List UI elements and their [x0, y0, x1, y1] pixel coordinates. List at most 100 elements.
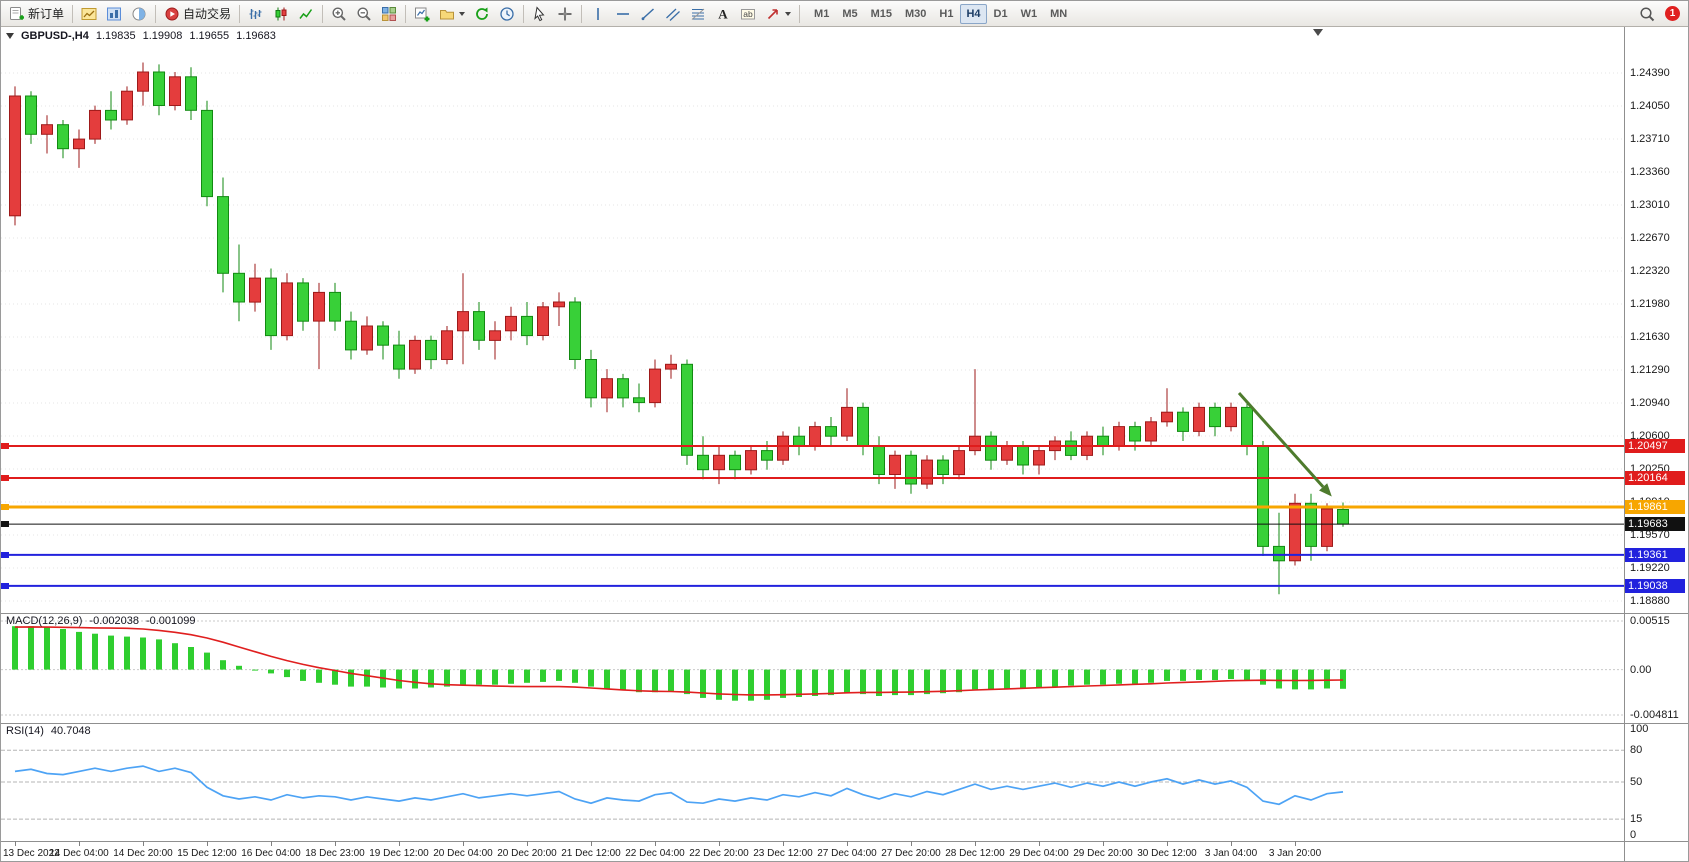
price-axis-label: 1.23710: [1630, 133, 1670, 145]
macd-canvas[interactable]: [1, 613, 1624, 723]
price-chart-canvas[interactable]: [1, 27, 1624, 613]
price-axis-label: 1.24390: [1630, 67, 1670, 79]
time-axis-tick: [271, 841, 272, 846]
cursor-button[interactable]: [528, 3, 552, 25]
notification-badge[interactable]: 1: [1665, 6, 1680, 21]
price-line-left-marker: [1, 443, 9, 449]
rsi-canvas[interactable]: [1, 723, 1624, 841]
equidistant-channel-button[interactable]: [661, 3, 685, 25]
timeframe-h4-button[interactable]: H4: [960, 3, 987, 24]
tile-windows-icon: [381, 6, 397, 22]
zoom-in-button[interactable]: [327, 3, 351, 25]
timeframe-m1-button[interactable]: M1: [814, 7, 830, 20]
chart-shift-button[interactable]: [495, 3, 519, 25]
macd-axis-label: 0.00515: [1630, 615, 1670, 627]
line-chart-button[interactable]: [294, 3, 318, 25]
timeframe-m5-button[interactable]: M5: [842, 7, 858, 20]
auto-scroll-button[interactable]: [470, 3, 494, 25]
auto-trading-icon: [164, 6, 180, 22]
macd-value-main: -0.002038: [89, 615, 139, 627]
new-order-icon: [9, 6, 25, 22]
timeframe-w1-button[interactable]: W1: [1020, 7, 1038, 20]
text-button[interactable]: A: [711, 3, 735, 25]
price-line-left-marker: [1, 521, 9, 527]
time-axis-label: 14 Dec 20:00: [113, 848, 173, 859]
toolbar-separator: [72, 4, 74, 23]
candlestick-chart-button[interactable]: [269, 3, 293, 25]
search-button[interactable]: [1635, 3, 1659, 25]
timeframe-d1-button[interactable]: D1: [993, 7, 1008, 20]
new-chart-button[interactable]: [410, 3, 434, 25]
profiles-button[interactable]: [435, 3, 469, 25]
time-axis-label: 15 Dec 12:00: [177, 848, 237, 859]
bar-chart-button[interactable]: [244, 3, 268, 25]
dropdown-caret-icon: [459, 11, 466, 16]
charts-button[interactable]: [77, 3, 101, 25]
trendline-button[interactable]: [636, 3, 660, 25]
horizontal-line-button[interactable]: [611, 3, 635, 25]
time-axis-tick: [783, 841, 784, 846]
panel-separator[interactable]: [1, 723, 1688, 724]
navigator-button[interactable]: [102, 3, 126, 25]
zoom-out-icon: [356, 6, 372, 22]
navigator-icon: [106, 6, 122, 22]
macd-axis-label: 0.00: [1630, 663, 1652, 676]
price-axis-label: 1.21630: [1630, 331, 1670, 343]
panel-separator[interactable]: [1, 613, 1688, 614]
time-axis-tick: [1039, 841, 1040, 846]
timeframe-m30-button[interactable]: M30: [905, 7, 927, 20]
time-axis-label: 28 Dec 12:00: [945, 848, 1005, 859]
tile-windows-button[interactable]: [377, 3, 401, 25]
dropdown-caret-icon: [785, 11, 792, 16]
arrows-button[interactable]: [761, 3, 795, 25]
new-chart-icon: [414, 6, 430, 22]
data-window-button[interactable]: [127, 3, 151, 25]
time-axis-label: 27 Dec 20:00: [881, 848, 941, 859]
time-axis-tick: [463, 841, 464, 846]
time-axis-label: 21 Dec 12:00: [561, 848, 621, 859]
price-axis-label: 1.21980: [1630, 298, 1670, 310]
time-axis-label: 22 Dec 20:00: [689, 848, 749, 859]
crosshair-button[interactable]: [553, 3, 577, 25]
vertical-line-button[interactable]: [586, 3, 610, 25]
toolbar-separator: [581, 4, 583, 23]
chart-window[interactable]: GBPUSD-,H4 1.19835 1.19908 1.19655 1.196…: [1, 27, 1688, 861]
chart-shift-marker[interactable]: [1313, 29, 1323, 36]
timeframe-mn-button[interactable]: MN: [1050, 7, 1068, 20]
time-axis-label: 30 Dec 12:00: [1137, 848, 1197, 859]
time-axis-tick: [655, 841, 656, 846]
time-axis-label: 3 Jan 20:00: [1268, 848, 1322, 859]
timeframe-h1-button[interactable]: H1: [939, 7, 954, 20]
text-label-button[interactable]: ab: [736, 3, 760, 25]
new-order-button[interactable]: 新订单: [5, 3, 68, 25]
charts-icon: [81, 6, 97, 22]
zoom-in-icon: [331, 6, 347, 22]
price-line-tag: 1.20164: [1625, 471, 1685, 485]
time-axis-tick: [1231, 841, 1232, 846]
toolbar-right: 1: [1635, 3, 1684, 25]
time-axis-tick: [1103, 841, 1104, 846]
auto-trading-button[interactable]: 自动交易: [160, 3, 235, 25]
zoom-out-button[interactable]: [352, 3, 376, 25]
svg-text:ab: ab: [743, 9, 753, 19]
price-line-left-marker: [1, 475, 9, 481]
time-axis-label: 20 Dec 04:00: [433, 848, 493, 859]
fibonacci-retracement-button[interactable]: [686, 3, 710, 25]
profiles-icon: [439, 6, 455, 22]
rsi-axis-label: 15: [1630, 813, 1643, 826]
time-axis-tick: [1295, 841, 1296, 846]
rsi-axis-label: 0: [1630, 829, 1637, 841]
time-axis-label: 29 Dec 20:00: [1073, 848, 1133, 859]
time-axis-tick: [143, 841, 144, 846]
ohlc-close: 1.19683: [236, 30, 276, 42]
timeframe-m15-button[interactable]: M15: [870, 7, 892, 20]
one-click-trading-triangle-icon[interactable]: [6, 33, 14, 39]
toolbar-separator: [155, 4, 157, 23]
time-axis-tick: [335, 841, 336, 846]
channel-icon: [665, 6, 681, 22]
hline-icon: [615, 6, 631, 22]
time-axis-label: 13 Dec 2022: [3, 848, 60, 859]
rsi-title: RSI(14): [6, 725, 44, 737]
